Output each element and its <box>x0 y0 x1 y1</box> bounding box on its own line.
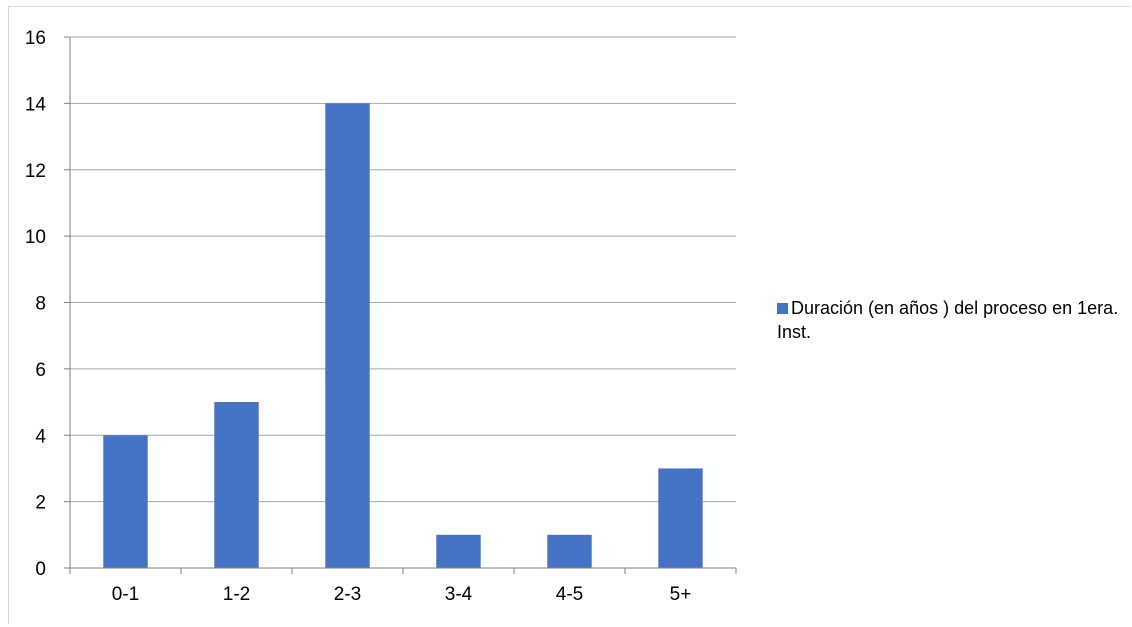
bar-5+ <box>658 468 703 568</box>
legend-label: Duración (en años ) del proceso en 1era.… <box>777 298 1119 342</box>
legend-swatch <box>777 303 788 314</box>
axes <box>64 36 737 574</box>
bar-2-3 <box>325 103 370 568</box>
y-tick-label: 10 <box>25 227 46 248</box>
y-tick-labels: 0 2 4 6 8 10 12 14 16 <box>25 28 47 580</box>
bars <box>103 103 703 568</box>
chart-frame <box>8 6 1130 624</box>
x-tick-label: 4-5 <box>556 584 583 605</box>
x-tick-label: 0-1 <box>112 584 139 605</box>
x-tick-label: 3-4 <box>445 584 473 605</box>
bar-3-4 <box>436 534 481 568</box>
y-tick-label: 6 <box>35 360 46 381</box>
x-tick-label: 5+ <box>670 584 692 605</box>
y-tick-label: 12 <box>25 161 46 182</box>
bar-1-2 <box>214 402 259 568</box>
y-tick-label: 16 <box>25 28 46 49</box>
y-tick-label: 4 <box>35 426 46 447</box>
y-tick-label: 8 <box>35 294 46 315</box>
legend: Duración (en años ) del proceso en 1era.… <box>777 296 1127 344</box>
x-tick-label: 1-2 <box>223 584 250 605</box>
y-tick-label: 14 <box>25 94 47 115</box>
x-tick-label: 2-3 <box>334 584 361 605</box>
x-tick-labels: 0-1 1-2 2-3 3-4 4-5 5+ <box>112 584 692 605</box>
bar-0-1 <box>103 435 148 568</box>
gridlines <box>70 36 736 503</box>
bar-4-5 <box>547 534 592 568</box>
y-tick-label: 0 <box>35 559 46 580</box>
y-tick-label: 2 <box>35 493 46 514</box>
